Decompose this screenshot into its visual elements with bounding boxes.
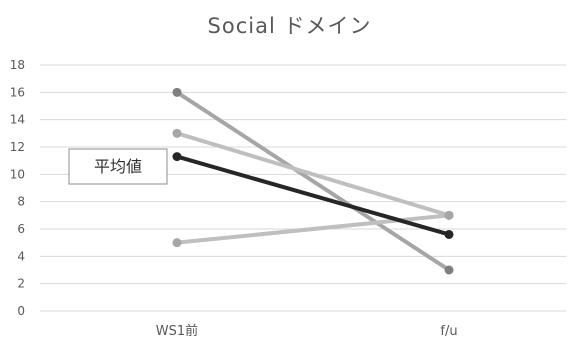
y-tick-label: 10 <box>10 167 25 181</box>
series-line-1 <box>175 90 451 272</box>
annotation-box <box>68 148 168 185</box>
y-tick-label: 12 <box>10 140 25 154</box>
x-tick-label: WS1前 <box>156 323 198 339</box>
y-tick-label: 8 <box>17 195 25 209</box>
data-point <box>444 210 454 220</box>
data-point <box>444 265 454 275</box>
data-point <box>172 152 182 162</box>
data-point <box>444 229 454 239</box>
y-tick-label: 18 <box>10 58 25 72</box>
series-line-2 <box>175 131 451 218</box>
y-tick-label: 4 <box>17 249 25 263</box>
y-tick-label: 2 <box>17 277 25 291</box>
data-point <box>172 128 182 138</box>
series-line-4 <box>175 154 451 237</box>
y-tick-label: 16 <box>10 85 25 99</box>
data-point <box>172 238 182 248</box>
annotation-label: 平均値 <box>94 157 142 176</box>
y-tick-label: 6 <box>17 222 25 236</box>
y-tick-label: 14 <box>10 113 25 127</box>
data-point <box>172 87 182 97</box>
x-tick-label: f/u <box>440 324 457 339</box>
chart-title: Social ドメイン <box>207 14 372 38</box>
y-tick-label: 0 <box>17 304 25 318</box>
